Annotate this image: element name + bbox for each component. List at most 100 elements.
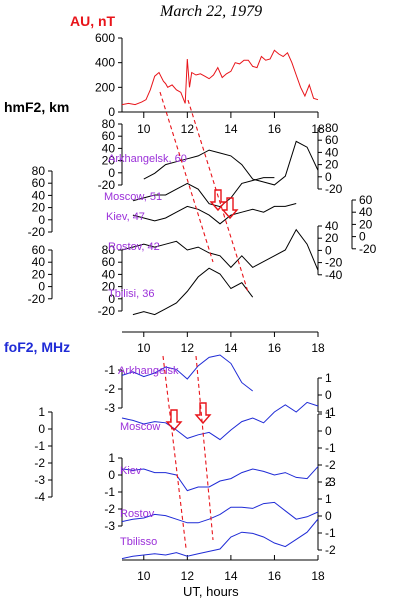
- hmf2-msk-left-axis-tick-label: -20: [28, 225, 46, 239]
- hmf2-series-line-4: [132, 267, 254, 316]
- fof2-series-line-2: [121, 466, 319, 492]
- hmf2-dashed-line-1: [159, 91, 214, 263]
- fof2-top-tick-label: 14: [224, 341, 238, 355]
- au-panel-label: AU, nT: [70, 13, 116, 29]
- x-axis-label: UT, hours: [183, 584, 239, 599]
- hmf2-ark-left-axis-tick-label: 60: [102, 129, 116, 143]
- fof2-x-tick-label: 10: [137, 569, 151, 583]
- hmf2-rostov-left-axis-tick-label: 20: [102, 280, 116, 294]
- fof2-ark-right-axis-tick-label: 1: [325, 371, 332, 385]
- fof2-tbilisso-right-axis-tick-label: 1: [325, 492, 332, 506]
- fof2-top-tick-label: 10: [137, 341, 151, 355]
- au-tick-label: 400: [95, 56, 115, 70]
- fof2-tbilisso-right-axis-tick-label: -1: [325, 526, 336, 540]
- fof2-rostov-left-axis-tick-label: 0: [108, 468, 115, 482]
- hmf2-kiev-right-axis-tick-label: 20: [359, 217, 373, 231]
- hmf2-ark-left-axis-tick-label: 0: [108, 166, 115, 180]
- hmf2-kiev-right-axis-tick-label: -20: [359, 242, 377, 256]
- hmf2-arrow-2: [221, 197, 239, 220]
- fof2-x-tick-label: 18: [311, 569, 325, 583]
- hmf2-rostov-left-axis-tick-label: 60: [102, 255, 116, 269]
- fof2-station-label: Tbilisso: [120, 536, 157, 548]
- fof2-series-line-3: [121, 501, 319, 524]
- hmf2-msk-left-axis-tick-label: 20: [32, 201, 46, 215]
- hmf2-series-line-0: [143, 140, 319, 186]
- fof2-msk-right-axis-tick-label: -3: [325, 475, 336, 489]
- fof2-x-tick-label: 14: [224, 569, 238, 583]
- series-group: [121, 49, 319, 560]
- fof2-ark-right-axis-tick-label: -1: [325, 405, 336, 419]
- fof2-dashed-line-1: [162, 355, 187, 549]
- hmf2-tbilisi-left-axis-tick-label: 0: [38, 280, 45, 294]
- fof2-rostov-left-axis-tick-label: 1: [108, 451, 115, 465]
- fof2-msk-left-axis-tick-label: 0: [38, 422, 45, 436]
- hmf2-tbilisi-left-axis-tick-label: 60: [32, 243, 46, 257]
- fof2-rostov-left-axis-tick-label: -1: [104, 485, 115, 499]
- fof2-tbilisso-right-axis-tick-label: 0: [325, 509, 332, 523]
- hmf2-rostov-right-axis-tick-label: 0: [325, 243, 332, 257]
- fof2-top-tick-label: 16: [268, 341, 282, 355]
- hmf2-station-label: Tbilisi, 36: [108, 288, 154, 300]
- fof2-top-tick-label: 12: [181, 341, 195, 355]
- hmf2-ark-right-axis-tick-label: 0: [325, 170, 332, 184]
- hmf2-rostov-right-axis-tick-label: 40: [325, 219, 339, 233]
- fof2-msk-left-axis-tick-label: -1: [34, 439, 45, 453]
- hmf2-kiev-right-axis-tick-label: 0: [359, 230, 366, 244]
- fof2-arrow-2: [194, 402, 212, 425]
- fof2-station-label: Moscow: [120, 421, 160, 433]
- hmf2-ark-right-axis-tick-label: 20: [325, 158, 339, 172]
- fof2-msk-left-axis-tick-label: -3: [34, 473, 45, 487]
- au-tick-label: 0: [108, 105, 115, 119]
- hmf2-series-line-3: [121, 228, 319, 271]
- fof2-msk-left-axis-tick-label: -2: [34, 456, 45, 470]
- figure-title: March 22, 1979: [159, 3, 262, 20]
- fof2-msk-right-axis-tick-label: -2: [325, 458, 336, 472]
- hmf2-ark-right-axis-tick-label: -20: [325, 182, 343, 196]
- fof2-ark-right-axis-tick-label: 0: [325, 388, 332, 402]
- hmf2-station-label: Rostov, 42: [108, 241, 160, 253]
- upper-x-tick-label: 10: [137, 122, 151, 136]
- hmf2-tbilisi-left-axis-tick-label: 40: [32, 255, 46, 269]
- fof2-station-label: Rostov: [120, 508, 155, 520]
- hmf2-ark-right-axis-tick-label: 60: [325, 133, 339, 147]
- hmf2-msk-left-axis-tick-label: 0: [38, 213, 45, 227]
- hmf2-kiev-right-axis-tick-label: 40: [359, 205, 373, 219]
- hmf2-ark-left-axis-tick-label: -20: [98, 178, 116, 192]
- hmf2-ark-right-axis-tick-label: 80: [325, 121, 339, 135]
- hmf2-ark-left-axis-tick-label: 80: [102, 117, 116, 131]
- fof2-arrow-1: [165, 409, 183, 432]
- hmf2-station-label: Kiev, 47: [106, 211, 145, 223]
- au-series-line: [121, 49, 319, 106]
- upper-x-tick-label: 18: [311, 122, 325, 136]
- hmf2-rostov-right-axis-tick-label: -40: [325, 268, 343, 282]
- hmf2-kiev-right-axis-tick-label: 60: [359, 193, 373, 207]
- fof2-msk-left-axis-tick-label: 1: [38, 405, 45, 419]
- fof2-rostov-left-axis-tick-label: -3: [104, 519, 115, 533]
- ticks-group: 0200400600806040200-20806040200-20806040…: [28, 31, 377, 583]
- fof2-top-tick-label: 18: [311, 341, 325, 355]
- hmf2-rostov-left-axis-tick-label: 40: [102, 267, 116, 281]
- hmf2-dashed-line-2: [187, 99, 249, 293]
- upper-x-tick-label: 12: [181, 122, 195, 136]
- fof2-ark-left-axis-tick-label: -1: [104, 363, 115, 377]
- hmf2-rostov-right-axis-tick-label: -20: [325, 256, 343, 270]
- fof2-tbilisso-right-axis-tick-label: 2: [325, 475, 332, 489]
- hmf2-series-line-2: [132, 203, 297, 225]
- hmf2-series-line-1: [132, 177, 275, 208]
- hmf2-station-label: Moscow, 51: [104, 191, 162, 203]
- fof2-rostov-left-axis-tick-label: -2: [104, 502, 115, 516]
- hmf2-rostov-right-axis-tick-label: 20: [325, 231, 339, 245]
- hmf2-ark-right-axis-tick-label: 40: [325, 145, 339, 159]
- fof2-tbilisso-right-axis-tick-label: -2: [325, 543, 336, 557]
- upper-x-tick-label: 14: [224, 122, 238, 136]
- au-tick-label: 200: [95, 80, 115, 94]
- fof2-x-tick-label: 16: [268, 569, 282, 583]
- fof2-msk-right-axis-tick-label: 0: [325, 424, 332, 438]
- fof2-series-line-4: [121, 518, 319, 560]
- axes-group: [51, 38, 353, 561]
- hmf2-ark-left-axis-tick-label: 40: [102, 141, 116, 155]
- fof2-station-label: Kiev: [120, 465, 142, 477]
- hmf2-station-label: Arkhangelsk, 60: [108, 153, 187, 165]
- overlay-group: [159, 91, 249, 549]
